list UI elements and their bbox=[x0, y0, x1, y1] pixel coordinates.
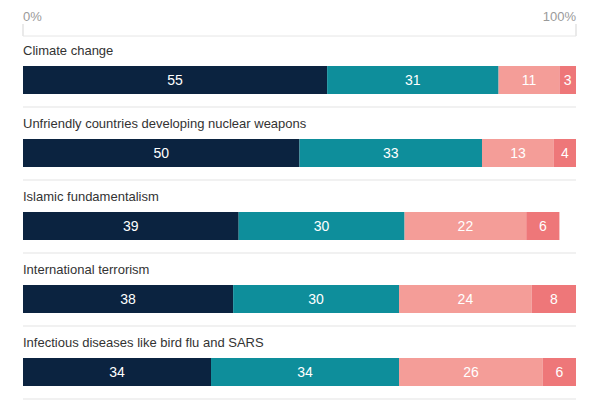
bar-segment bbox=[526, 212, 559, 240]
bar-segment bbox=[499, 66, 560, 94]
x-axis-line bbox=[23, 36, 576, 37]
data-label: 31 bbox=[405, 72, 421, 88]
row-separator bbox=[23, 180, 576, 181]
bar-segment bbox=[399, 358, 543, 386]
category-label: Climate change bbox=[23, 43, 113, 58]
data-label: 26 bbox=[463, 364, 479, 380]
data-label: 24 bbox=[458, 291, 474, 307]
category-label: Islamic fundamentalism bbox=[23, 189, 159, 204]
bar-segment bbox=[211, 358, 399, 386]
data-label: 11 bbox=[522, 72, 537, 88]
data-label: 50 bbox=[153, 145, 169, 161]
bar-segment bbox=[327, 66, 498, 94]
category-label: International terrorism bbox=[23, 262, 149, 277]
bar-segment bbox=[482, 139, 554, 167]
bar-segment bbox=[239, 212, 405, 240]
x-tick-label: 100% bbox=[543, 9, 577, 24]
row-separator bbox=[23, 326, 576, 327]
bar-segment bbox=[23, 285, 233, 313]
data-label: 55 bbox=[167, 72, 183, 88]
chart: 0%100%Climate change5531113Unfriendly co… bbox=[0, 0, 600, 400]
row-separator bbox=[23, 107, 576, 108]
data-label: 4 bbox=[561, 145, 569, 161]
data-label: 6 bbox=[556, 364, 564, 380]
data-label: 3 bbox=[564, 72, 572, 88]
bar-segment bbox=[233, 285, 399, 313]
bar-segment bbox=[532, 285, 576, 313]
data-label: 6 bbox=[539, 218, 547, 234]
data-label: 39 bbox=[123, 218, 139, 234]
bar-segment bbox=[399, 285, 532, 313]
data-label: 13 bbox=[510, 145, 526, 161]
x-tick-label: 0% bbox=[23, 9, 42, 24]
data-label: 30 bbox=[308, 291, 324, 307]
bar-segment bbox=[405, 212, 527, 240]
data-label: 8 bbox=[550, 291, 558, 307]
bar-segment bbox=[300, 139, 482, 167]
bar-segment bbox=[543, 358, 576, 386]
x-tick bbox=[576, 24, 577, 36]
row-separator bbox=[23, 253, 576, 254]
category-label: Unfriendly countries developing nuclear … bbox=[23, 116, 307, 131]
bar-segment bbox=[23, 212, 239, 240]
data-label: 33 bbox=[383, 145, 399, 161]
bar-segment bbox=[23, 358, 211, 386]
data-label: 38 bbox=[120, 291, 136, 307]
data-label: 30 bbox=[314, 218, 330, 234]
data-label: 22 bbox=[458, 218, 474, 234]
category-label: Infectious diseases like bird flu and SA… bbox=[23, 335, 264, 350]
data-label: 34 bbox=[297, 364, 313, 380]
x-tick bbox=[23, 24, 24, 36]
bar-segment bbox=[23, 139, 300, 167]
bars bbox=[23, 66, 576, 386]
row-separator bbox=[23, 399, 576, 400]
bar-segment bbox=[23, 66, 327, 94]
data-label: 34 bbox=[109, 364, 125, 380]
bar-segment bbox=[559, 66, 576, 94]
bar-segment bbox=[554, 139, 576, 167]
labels: Climate change5531113Unfriendly countrie… bbox=[23, 43, 572, 380]
